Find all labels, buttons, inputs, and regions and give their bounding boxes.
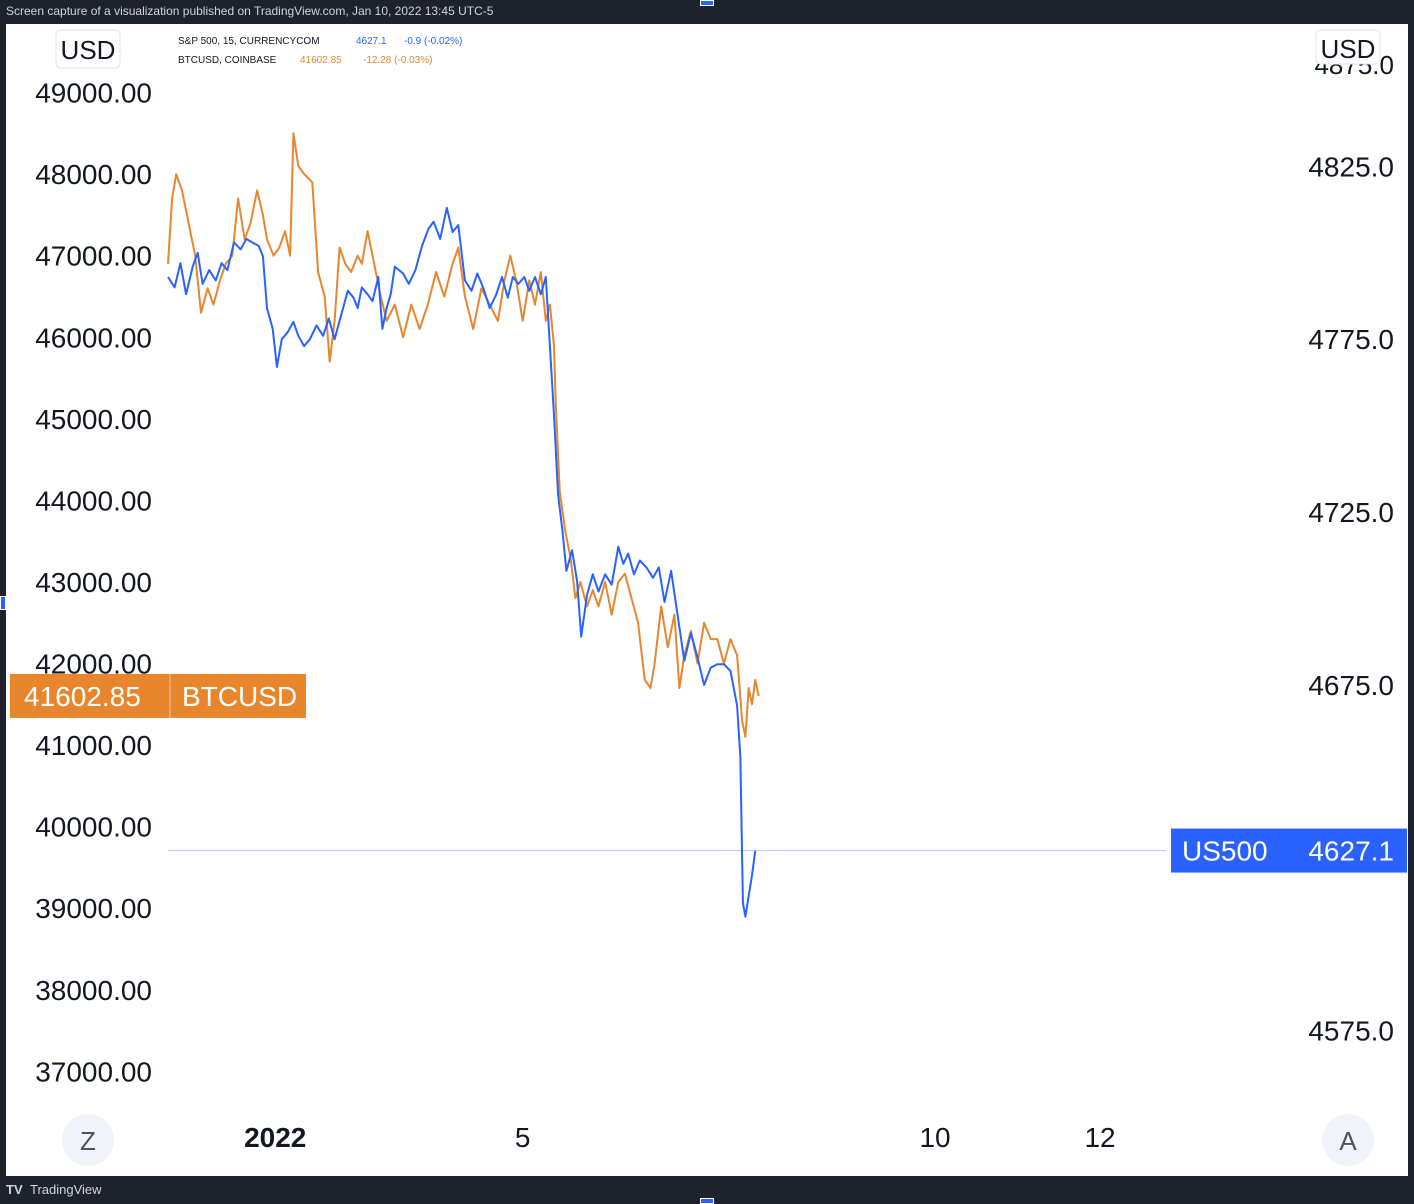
left-axis-tick-label: 43000.00 <box>35 567 152 598</box>
right-axis-tick-label: 4725.0 <box>1308 497 1394 528</box>
zoom-button-label: Z <box>80 1126 96 1156</box>
x-axis-tick-label: 10 <box>919 1122 950 1153</box>
left-axis-unit-box[interactable] <box>55 29 121 69</box>
left-axis-tick-label: 49000.00 <box>35 78 152 109</box>
top-resize-handle[interactable] <box>700 0 714 6</box>
us500-price-label-bg <box>1171 828 1407 873</box>
left-resize-handle[interactable] <box>0 596 6 610</box>
btc-price-label-bg <box>10 673 306 718</box>
right-axis-tick-label: 4675.0 <box>1308 670 1394 701</box>
series-line-us500 <box>167 206 757 918</box>
btc-price-label-value: 41602.85 <box>24 681 141 712</box>
left-axis-tick-label: 37000.00 <box>35 1056 152 1087</box>
tradingview-logo-icon: TV <box>6 1182 23 1197</box>
legend-spx-name: S&P 500, 15, CURRENCYCOM <box>178 36 320 47</box>
legend-btc-value: 41602.85 <box>300 55 342 66</box>
legend-spx-value: 4627.1 <box>356 36 387 47</box>
left-axis-unit: USD <box>61 35 116 65</box>
right-axis-unit-box[interactable] <box>1315 29 1381 65</box>
left-axis-tick-label: 41000.00 <box>35 730 152 761</box>
auto-scale-button[interactable] <box>1322 1114 1374 1166</box>
left-axis-tick-label: 38000.00 <box>35 975 152 1006</box>
x-axis-tick-label: 12 <box>1084 1122 1115 1153</box>
right-axis-unit: USD <box>1321 34 1376 64</box>
left-axis-tick-label: 40000.00 <box>35 812 152 843</box>
left-axis-tick-label: 47000.00 <box>35 241 152 272</box>
right-axis-tick-label: 4775.0 <box>1308 324 1394 355</box>
zoom-button[interactable] <box>62 1114 114 1166</box>
legend-btc-change: -12.28 (-0.03%) <box>363 55 432 66</box>
btc-price-label-name: BTCUSD <box>182 681 297 712</box>
chart-frame: USD 4875.0 USD S&P 500, 15, CURRENCYCOM 4627… <box>6 24 1408 1176</box>
bottom-resize-handle[interactable] <box>700 1198 714 1204</box>
left-axis-tick-label: 48000.00 <box>35 159 152 190</box>
legend-btc-name: BTCUSD, COINBASE <box>178 55 277 66</box>
footer-brand: TradingView <box>30 1182 102 1197</box>
left-axis-tick-label: 44000.00 <box>35 485 152 516</box>
right-axis-tick-label: 4825.0 <box>1308 151 1394 182</box>
auto-scale-button-label: A <box>1339 1126 1357 1156</box>
left-axis-tick-label: 46000.00 <box>35 322 152 353</box>
us500-price-label-name: US500 <box>1182 836 1268 867</box>
left-axis-tick-label: 45000.00 <box>35 404 152 435</box>
series-line-btcusd <box>167 132 760 738</box>
us500-price-label-value: 4627.1 <box>1308 836 1394 867</box>
x-axis-tick-label: 2022 <box>244 1122 306 1153</box>
legend-spx-change: -0.9 (-0.02%) <box>404 36 462 47</box>
left-axis-tick-label: 39000.00 <box>35 893 152 924</box>
right-axis-tick-label: 4575.0 <box>1308 1016 1394 1047</box>
x-axis-tick-label: 5 <box>515 1122 531 1153</box>
